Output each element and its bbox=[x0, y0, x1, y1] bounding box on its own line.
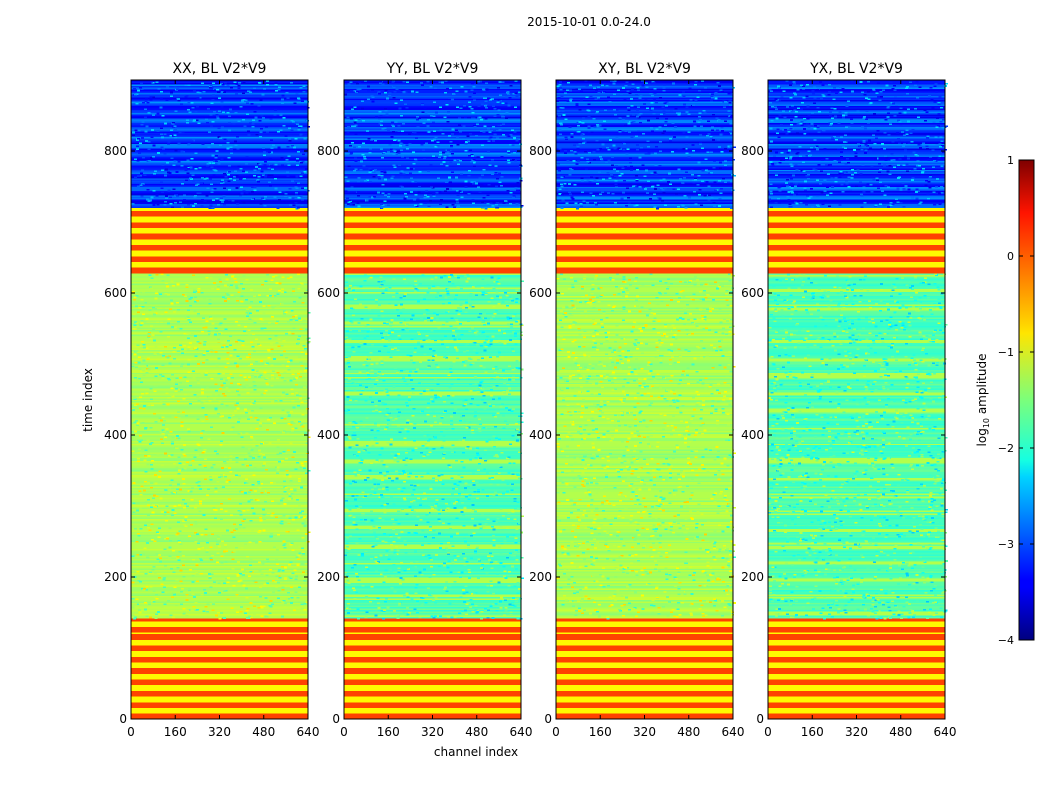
x-tick-label: 480 bbox=[465, 725, 488, 739]
heatmap-image-xx bbox=[131, 80, 311, 720]
x-tick-label: 160 bbox=[801, 725, 824, 739]
y-tick-label: 0 bbox=[756, 712, 764, 726]
panel-title-xy: XY, BL V2*V9 bbox=[598, 61, 691, 77]
colorbar: 10−1−2−3−4 log10 amplitude bbox=[975, 154, 1035, 647]
y-tick-label: 600 bbox=[104, 286, 127, 300]
y-tick-label: 200 bbox=[741, 570, 764, 584]
y-tick-label: 800 bbox=[529, 144, 552, 158]
y-tick-label: 800 bbox=[317, 144, 340, 158]
x-tick-label: 0 bbox=[340, 725, 348, 739]
x-tick-label: 320 bbox=[845, 725, 868, 739]
colorbar-tick-label: −4 bbox=[998, 634, 1014, 647]
heatmap-panels: XX, BL V2*V90 160 320 480 6400200400600800YY… bbox=[104, 61, 956, 739]
x-tick-label: 480 bbox=[677, 725, 700, 739]
panel-yx: YX, BL V2*V9 0 160 320 480 640 0 200 400 600 800 bbox=[741, 61, 956, 739]
panel-title-yy: YY, BL V2*V9 bbox=[386, 61, 479, 77]
y-tick-label: 0 bbox=[332, 712, 340, 726]
heatmap-image-yx bbox=[768, 80, 948, 720]
x-tick-label: 640 bbox=[297, 725, 320, 739]
y-tick-label: 600 bbox=[317, 286, 340, 300]
colorbar-tick-label: −2 bbox=[998, 442, 1014, 455]
x-tick-label: 320 bbox=[208, 725, 231, 739]
panel-title-yx: YX, BL V2*V9 bbox=[809, 61, 903, 77]
y-tick-label: 200 bbox=[317, 570, 340, 584]
colorbar-tick-label: 1 bbox=[1007, 154, 1014, 167]
x-axis-label: channel index bbox=[434, 745, 518, 759]
colorbar-label-tail: amplitude bbox=[975, 354, 989, 418]
colorbar-label-subscript: 10 bbox=[982, 418, 991, 428]
x-tick-label: 640 bbox=[934, 725, 957, 739]
colorbar-label: log10 amplitude bbox=[975, 354, 991, 447]
y-tick-label: 400 bbox=[317, 428, 340, 442]
x-tick-label: 320 bbox=[421, 725, 444, 739]
y-axis-label: time index bbox=[81, 368, 95, 432]
colorbar-label-main: log bbox=[975, 428, 989, 446]
colorbar-tick-label: −1 bbox=[998, 346, 1014, 359]
x-tick-label: 480 bbox=[252, 725, 275, 739]
panel-xy: XY, BL V2*V9 0 160 320 480 640 0 200 400 600 800 bbox=[529, 61, 744, 739]
x-tick-label: 480 bbox=[889, 725, 912, 739]
y-tick-label: 200 bbox=[529, 570, 552, 584]
y-tick-label: 400 bbox=[529, 428, 552, 442]
x-tick-label: 0 bbox=[764, 725, 772, 739]
panel-title-xx: XX, BL V2*V9 bbox=[173, 61, 267, 77]
y-tick-label: 400 bbox=[104, 428, 127, 442]
panel-xx: XX, BL V2*V9 0 160 320 480 640 0 200 400 600 800 bbox=[104, 61, 319, 739]
y-tick-label: 600 bbox=[741, 286, 764, 300]
y-tick-label: 0 bbox=[544, 712, 552, 726]
y-tick-label: 200 bbox=[104, 570, 127, 584]
x-tick-label: 0 bbox=[552, 725, 560, 739]
y-tick-label: 600 bbox=[529, 286, 552, 300]
y-tick-label: 0 bbox=[119, 712, 127, 726]
colorbar-tick-label: 0 bbox=[1007, 250, 1014, 263]
figure-suptitle: 2015-10-01 0.0-24.0 bbox=[527, 15, 651, 29]
heatmap-image-yy bbox=[344, 80, 524, 720]
y-tick-label: 800 bbox=[741, 144, 764, 158]
panel-yy: YY, BL V2*V9 0 160 320 480 640 0 200 400 600 800 bbox=[317, 61, 532, 739]
heatmap-image-xy bbox=[556, 80, 736, 720]
x-tick-label: 320 bbox=[633, 725, 656, 739]
y-tick-label: 800 bbox=[104, 144, 127, 158]
y-tick-label: 400 bbox=[741, 428, 764, 442]
colorbar-gradient bbox=[1018, 159, 1035, 641]
colorbar-tick-label: −3 bbox=[998, 538, 1014, 551]
x-tick-label: 160 bbox=[164, 725, 187, 739]
x-tick-label: 160 bbox=[377, 725, 400, 739]
x-tick-label: 0 bbox=[127, 725, 135, 739]
x-tick-label: 640 bbox=[510, 725, 533, 739]
x-tick-label: 160 bbox=[589, 725, 612, 739]
x-tick-label: 640 bbox=[722, 725, 745, 739]
colorbar-ticks: 1 0 −1 −2 −3 −4 bbox=[998, 154, 1034, 647]
